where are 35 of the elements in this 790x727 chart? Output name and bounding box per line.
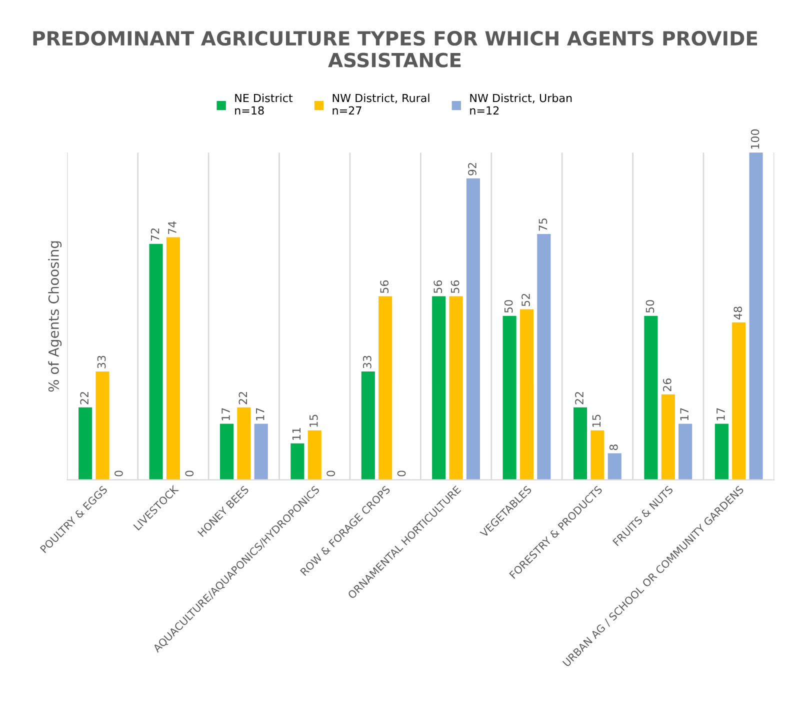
data-label: 17 bbox=[716, 408, 725, 420]
data-label: 92 bbox=[468, 163, 476, 176]
data-label: 17 bbox=[256, 408, 264, 420]
data-label: 50 bbox=[504, 300, 513, 313]
data-label: 50 bbox=[646, 300, 654, 313]
data-label: 15 bbox=[310, 414, 318, 427]
data-label: 0 bbox=[114, 470, 123, 476]
data-label: 17 bbox=[680, 408, 688, 420]
data-label: 33 bbox=[97, 356, 106, 368]
legend-label: NW District, Rural n=27 bbox=[332, 94, 430, 114]
data-label: 0 bbox=[397, 470, 406, 476]
data-label: 56 bbox=[434, 280, 442, 293]
y-axis-title: % of Agents Choosing bbox=[48, 241, 62, 392]
data-label: 22 bbox=[575, 392, 584, 404]
data-label: 17 bbox=[222, 408, 230, 420]
data-label: 48 bbox=[734, 306, 742, 320]
data-label: 52 bbox=[522, 294, 530, 306]
data-label: 75 bbox=[538, 218, 548, 231]
data-label: 56 bbox=[450, 280, 460, 293]
legend-label: NE District n=18 bbox=[235, 94, 293, 115]
data-label: 56 bbox=[380, 280, 389, 293]
data-label: 8 bbox=[609, 444, 618, 450]
data-label: 22 bbox=[80, 392, 88, 404]
data-label: 26 bbox=[662, 378, 672, 392]
data-label: 0 bbox=[326, 470, 336, 476]
data-label: 72 bbox=[150, 228, 160, 241]
chart-title: PREDOMINANT AGRICULTURE TYPES FOR WHICH AGENTS PROVIDE ASSISTANCE bbox=[33, 30, 758, 68]
data-label: 100 bbox=[750, 129, 760, 149]
data-label: 0 bbox=[185, 470, 194, 476]
data-label: 33 bbox=[362, 356, 372, 368]
data-label: 74 bbox=[168, 221, 176, 234]
data-label: 15 bbox=[592, 414, 601, 427]
data-label: 22 bbox=[238, 392, 247, 404]
data-label: 11 bbox=[292, 428, 300, 440]
legend-label: NW District, Urban n=12 bbox=[470, 94, 572, 114]
